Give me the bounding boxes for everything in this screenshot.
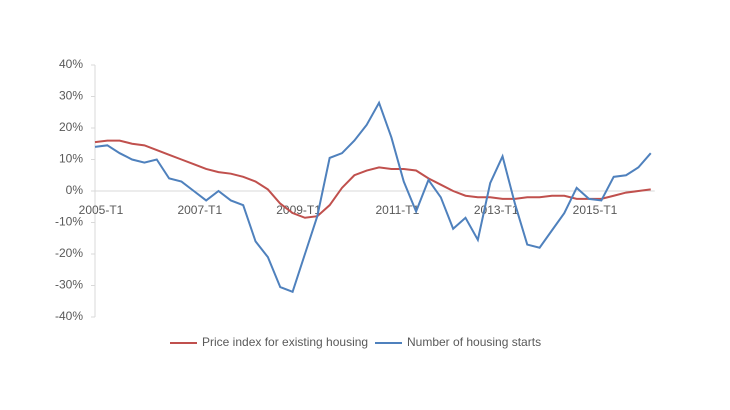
x-tick-label: 2007-T1 [177,203,222,217]
y-tick-label: 10% [59,152,83,166]
data-line [94,139,651,219]
y-tick-label: -40% [55,309,83,323]
x-tick-label: 2009-T1 [276,203,321,217]
y-tick-label: -30% [55,278,83,292]
legend-label: Price index for existing housing [202,335,368,349]
y-tick-label: -10% [55,215,83,229]
x-tick-label: 2005-T1 [79,203,124,217]
data-line [94,100,652,294]
y-tick-label: -20% [55,246,83,260]
legend-label: Number of housing starts [407,335,541,349]
x-tick-label: 2011-T1 [375,203,419,217]
y-tick-label: 30% [59,89,83,103]
x-tick-label: 2015-T1 [573,203,618,217]
y-tick-label: 20% [59,120,83,134]
x-tick-label: 2013-T1 [474,203,519,217]
y-tick-label: 0% [66,183,84,197]
y-tick-label: 40% [59,57,83,71]
